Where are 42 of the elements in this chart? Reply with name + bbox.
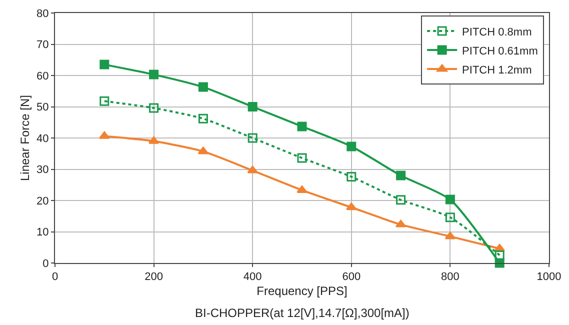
x-tick-label: 600 bbox=[342, 271, 361, 284]
legend-label: PITCH 0.8mm bbox=[462, 26, 532, 38]
point bbox=[100, 96, 110, 106]
point bbox=[100, 60, 110, 70]
legend-label: PITCH 1.2mm bbox=[462, 64, 532, 76]
x-tick-label: 1000 bbox=[536, 271, 562, 284]
point bbox=[346, 142, 356, 152]
y-tick-label: 40 bbox=[36, 132, 49, 145]
y-tick-label: 50 bbox=[36, 102, 49, 114]
y-tick-label: 70 bbox=[36, 39, 49, 52]
point bbox=[445, 212, 455, 222]
point bbox=[149, 70, 159, 80]
y-axis-title: Linear Force [N] bbox=[18, 94, 32, 182]
point bbox=[99, 131, 110, 139]
point bbox=[247, 166, 258, 174]
y-tick-label: 0 bbox=[42, 258, 49, 270]
x-tick-label: 0 bbox=[52, 271, 58, 284]
x-tick-label: 800 bbox=[441, 271, 460, 284]
y-tick-label: 10 bbox=[36, 226, 49, 239]
point bbox=[248, 102, 258, 112]
y-tick-label: 60 bbox=[36, 70, 49, 82]
x-tick-label: 400 bbox=[243, 271, 262, 284]
point bbox=[149, 103, 159, 113]
y-tick-label: 80 bbox=[36, 8, 49, 20]
point bbox=[297, 153, 307, 163]
x-tick-label: 200 bbox=[144, 271, 163, 284]
point bbox=[198, 82, 208, 92]
x-axis-title: Frequency [PPS] bbox=[256, 284, 348, 298]
point bbox=[248, 133, 258, 143]
y-tick-label: 20 bbox=[36, 195, 49, 208]
legend-label: PITCH 0.61mm bbox=[462, 45, 538, 58]
point bbox=[297, 122, 307, 132]
point bbox=[396, 170, 406, 180]
point bbox=[445, 194, 455, 204]
point bbox=[346, 202, 357, 210]
point bbox=[494, 250, 504, 260]
y-tick-label: 30 bbox=[36, 164, 49, 176]
point bbox=[346, 172, 356, 182]
point bbox=[396, 195, 406, 205]
point bbox=[198, 114, 208, 124]
point bbox=[296, 185, 308, 193]
text: BI-CHOPPER(at 12[V],14.7[Ω],300[mA]) bbox=[195, 306, 410, 320]
